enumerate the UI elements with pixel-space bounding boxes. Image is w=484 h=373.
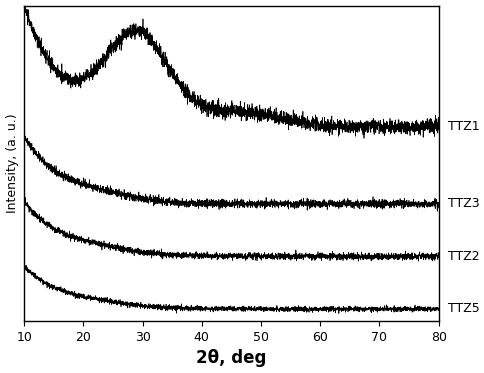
- Text: TTZ5: TTZ5: [448, 303, 479, 316]
- Text: TTZ3: TTZ3: [448, 197, 479, 210]
- X-axis label: 2θ, deg: 2θ, deg: [196, 350, 267, 367]
- Y-axis label: Intensity, (a. u.): Intensity, (a. u.): [5, 113, 18, 213]
- Text: TTZ2: TTZ2: [448, 250, 479, 263]
- Text: TTZ1: TTZ1: [448, 120, 479, 133]
